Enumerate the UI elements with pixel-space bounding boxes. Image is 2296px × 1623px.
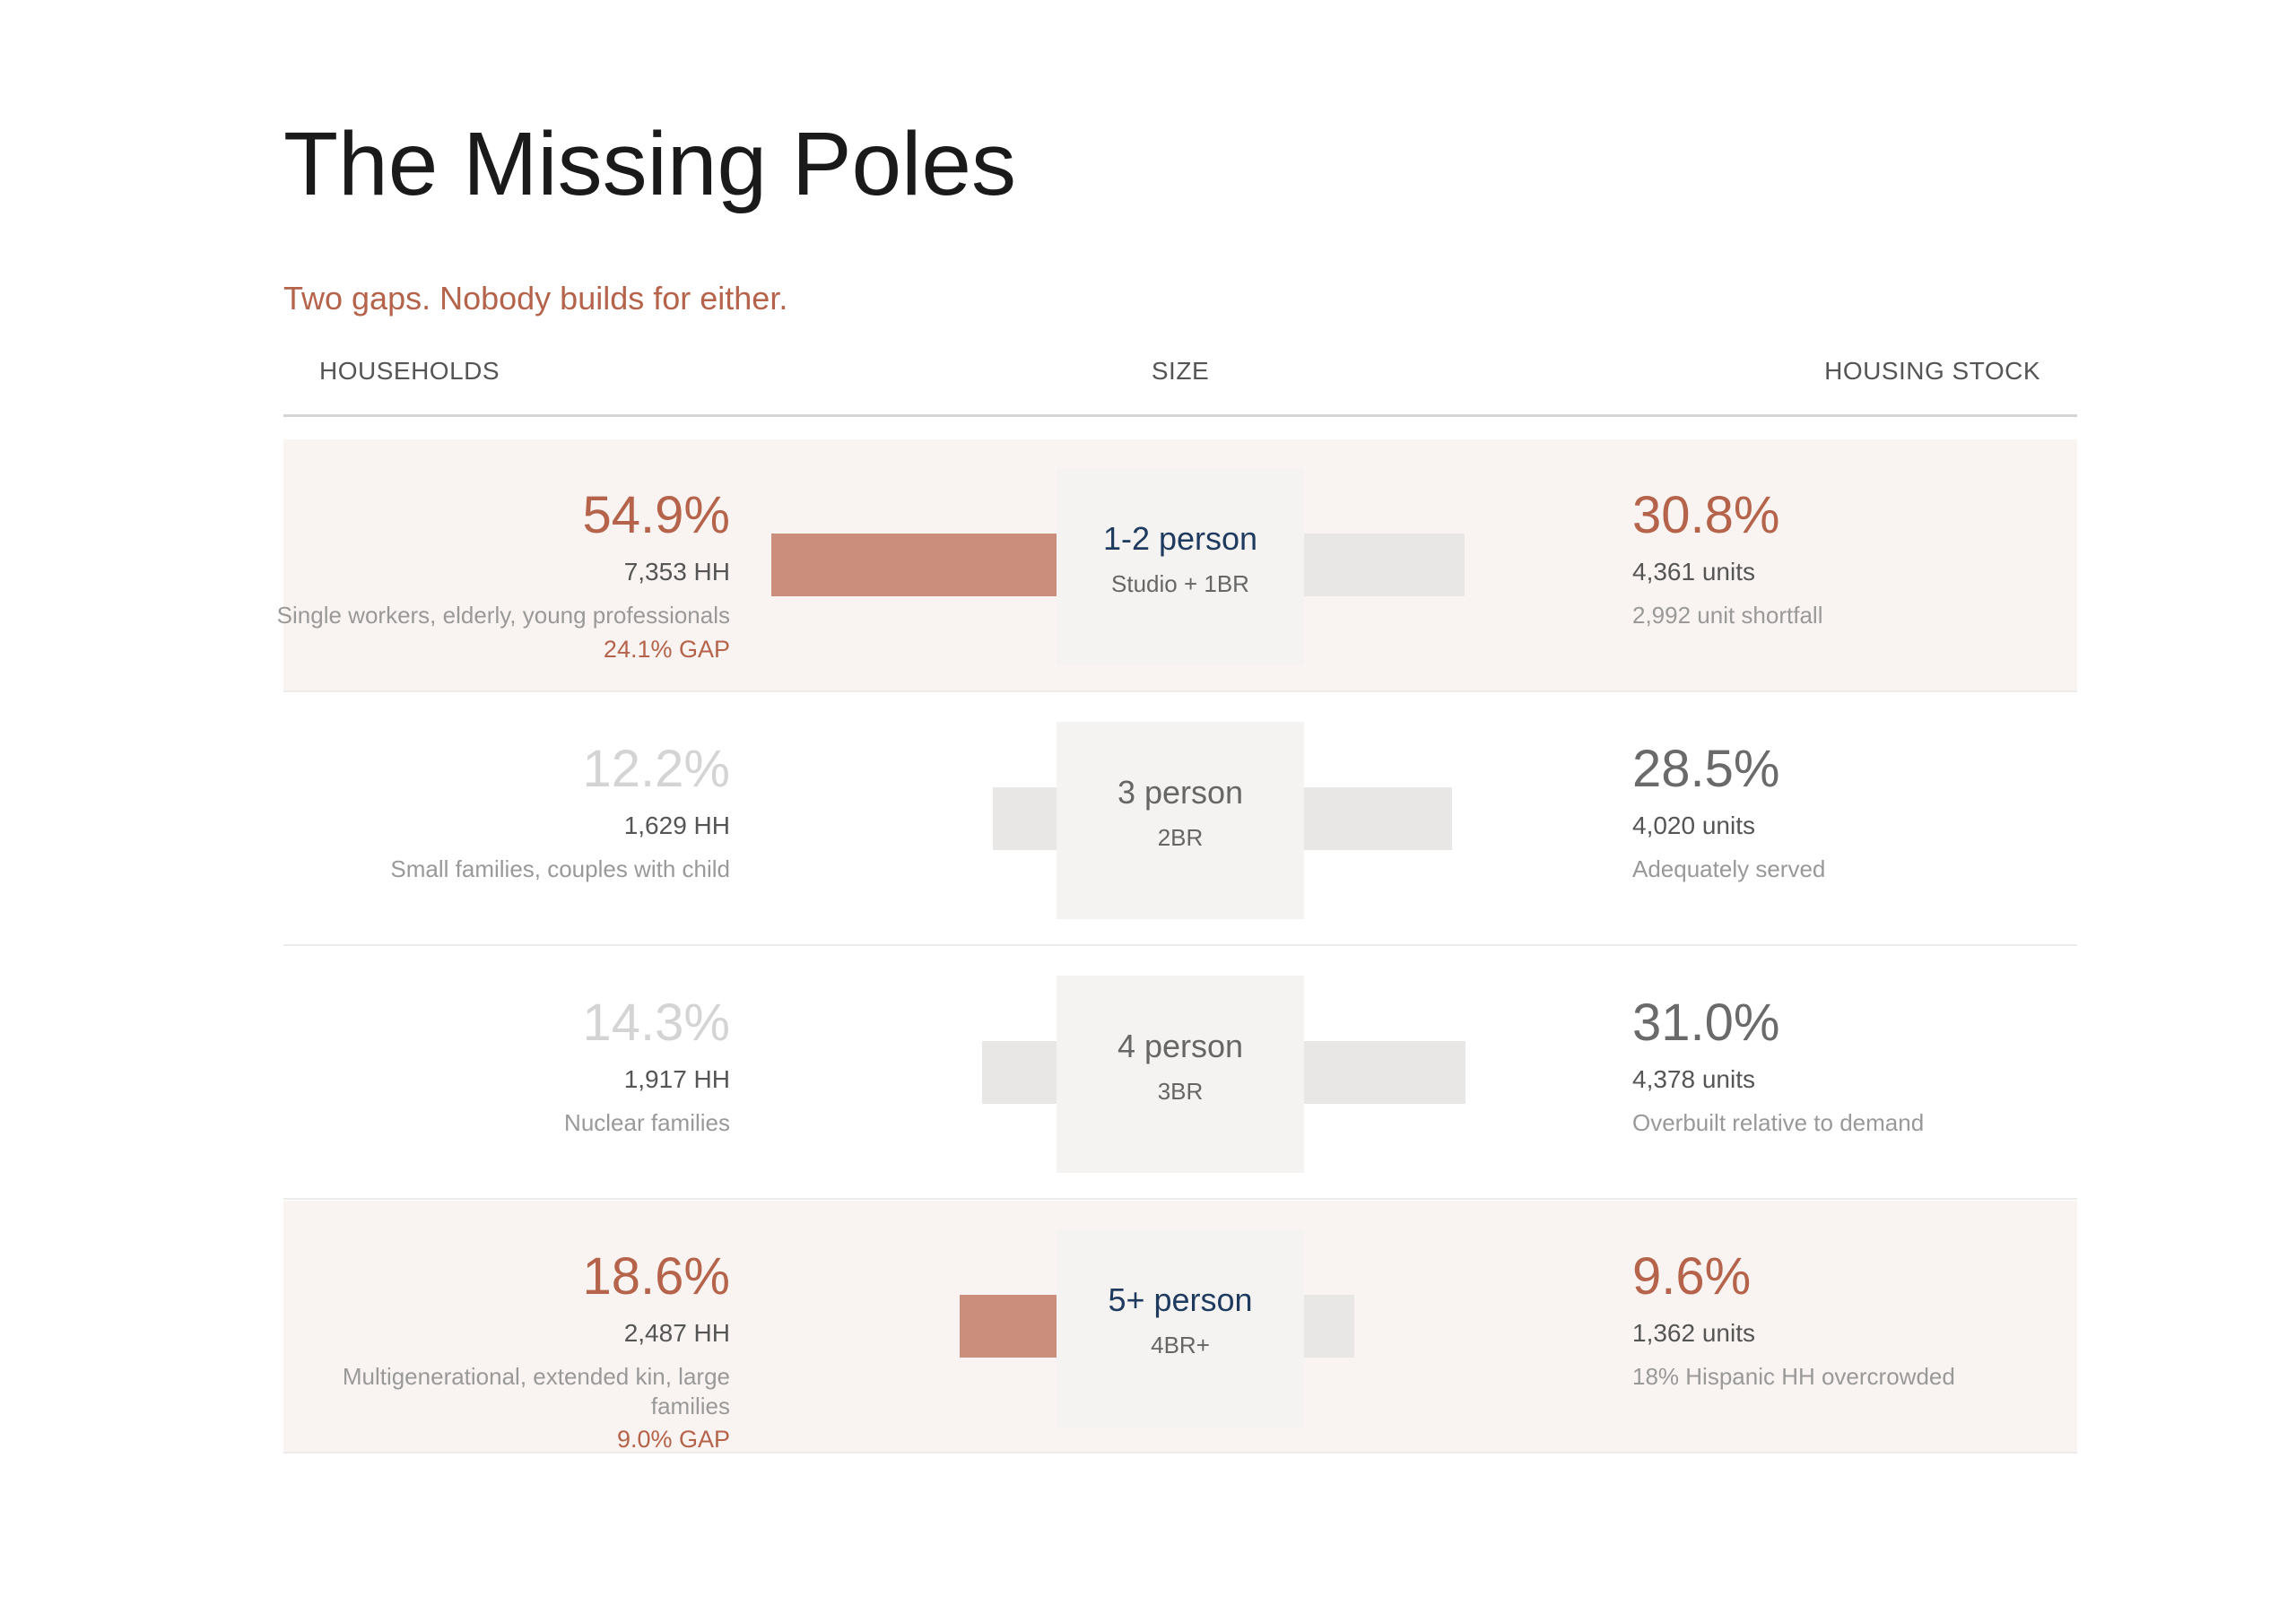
gap-label: 9.0% GAP (616, 1426, 730, 1453)
housing-stock-description: Overbuilt relative to demand (1632, 1109, 1925, 1136)
chart-row: 12.2% 1,629 HH Small families, couples wit… (283, 693, 2077, 946)
households-description: Nuclear families (564, 1109, 730, 1136)
size-box: 3 person 2BR (1057, 722, 1304, 919)
column-header-size-label: SIZE (1151, 357, 1210, 385)
housing-stock-bar (1304, 1295, 1354, 1358)
size-label: 3 person (1117, 774, 1244, 811)
households-bar (993, 787, 1057, 850)
households-percent: 14.3% (582, 994, 730, 1052)
housing-stock-info: 31.0% 4,378 units Overbuilt relative to de… (1632, 997, 2063, 1138)
households-description: Small families, couples with child (390, 855, 730, 882)
size-box: 5+ person 4BR+ (1057, 1229, 1304, 1427)
households-info: 12.2% 1,629 HH Small families, couples wit… (264, 743, 730, 884)
housing-stock-count: 4,020 units (1632, 812, 1755, 839)
households-info: 18.6% 2,487 HH Multigenerational, extended… (264, 1251, 730, 1454)
households-percent: 12.2% (582, 740, 730, 798)
households-percent: 54.9% (582, 486, 730, 544)
chart-row: 14.3% 1,917 HH Nuclear families 4 person 3BR… (283, 947, 2077, 1200)
size-unit-type: 4BR+ (1151, 1332, 1210, 1358)
chart-row: 18.6% 2,487 HH Multigenerational, extended… (283, 1201, 2077, 1454)
housing-stock-bar (1304, 1041, 1465, 1104)
households-count: 2,487 HH (623, 1319, 730, 1347)
housing-stock-count: 1,362 units (1632, 1319, 1755, 1347)
housing-stock-count: 4,361 units (1632, 558, 1755, 586)
column-header-housing-stock: HOUSING STOCK (1824, 357, 2040, 385)
housing-stock-description: 18% Hispanic HH overcrowded (1632, 1363, 1955, 1390)
housing-stock-bar (1304, 787, 1453, 850)
households-bar (770, 534, 1057, 596)
housing-stock-count: 4,378 units (1632, 1065, 1755, 1093)
housing-stock-info: 30.8% 4,361 units 2,992 unit shortfall (1632, 490, 2063, 630)
size-unit-type: 2BR (1157, 824, 1204, 851)
households-description: Single workers, elderly, young professio… (276, 602, 730, 629)
size-box: 4 person 3BR (1057, 976, 1304, 1173)
households-count: 1,917 HH (623, 1065, 730, 1093)
households-count: 7,353 HH (623, 558, 730, 586)
column-header-households: HOUSEHOLDS (319, 357, 500, 385)
header-divider (283, 414, 2077, 417)
households-bar (982, 1041, 1057, 1104)
households-info: 14.3% 1,917 HH Nuclear families (264, 997, 730, 1138)
households-percent: 18.6% (582, 1247, 730, 1306)
housing-stock-description: 2,992 unit shortfall (1632, 602, 1823, 629)
housing-stock-percent: 28.5% (1632, 740, 1780, 798)
housing-stock-percent: 31.0% (1632, 994, 1780, 1052)
size-label: 5+ person (1108, 1281, 1253, 1318)
housing-stock-info: 9.6% 1,362 units 18% Hispanic HH overcrowd… (1632, 1251, 2063, 1392)
size-box: 1-2 person Studio + 1BR (1057, 468, 1304, 665)
size-unit-type: Studio + 1BR (1111, 570, 1249, 597)
households-count: 1,629 HH (623, 812, 730, 839)
size-label: 1-2 person (1102, 520, 1258, 557)
housing-stock-percent: 30.8% (1632, 486, 1780, 544)
gap-label: 24.1% GAP (603, 635, 730, 663)
households-description: Multigenerational, extended kin, large f… (342, 1363, 730, 1419)
size-unit-type: 3BR (1157, 1078, 1204, 1105)
housing-stock-percent: 9.6% (1632, 1247, 1752, 1306)
housing-stock-description: Adequately served (1632, 855, 1826, 882)
housing-stock-info: 28.5% 4,020 units Adequately served (1632, 743, 2063, 884)
size-label: 4 person (1117, 1028, 1244, 1064)
housing-stock-bar (1304, 534, 1465, 596)
chart-subtitle: Two gaps. Nobody builds for either. (283, 280, 788, 317)
chart-row: 54.9% 7,353 HH Single workers, elderly, yo… (277, 439, 2077, 692)
chart-title: The Missing Poles (283, 114, 1016, 214)
households-info: 54.9% 7,353 HH Single workers, elderly, yo… (264, 490, 730, 664)
households-bar (960, 1295, 1057, 1358)
